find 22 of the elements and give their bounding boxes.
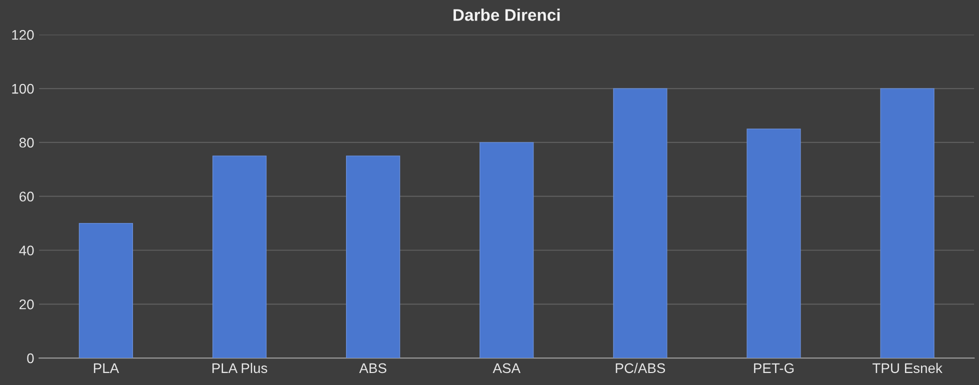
y-tick-label: 60 xyxy=(20,192,34,202)
bar xyxy=(480,142,534,358)
x-tick-label: PLA xyxy=(94,363,120,373)
y-tick-label: 120 xyxy=(12,30,34,40)
x-tick-label: TPU Esnek xyxy=(872,362,942,374)
bar xyxy=(880,88,934,358)
bar xyxy=(746,128,801,358)
y-tick-label: 40 xyxy=(19,246,34,256)
x-tick-label: ASA xyxy=(492,363,520,374)
bar xyxy=(212,156,267,358)
x-tick-label: ABS xyxy=(359,363,386,374)
chart-title: Darbe Direnci xyxy=(454,8,560,21)
y-tick-label: 100 xyxy=(12,84,34,94)
bar xyxy=(78,222,134,358)
x-tick-label: PLA Plus xyxy=(212,362,268,374)
bar xyxy=(346,156,400,358)
y-tick-label: 80 xyxy=(19,138,34,148)
y-tick-label: 0 xyxy=(27,353,34,364)
x-tick-label: PET-G xyxy=(754,363,794,374)
bar xyxy=(613,88,668,358)
y-tick-label: 20 xyxy=(20,299,34,310)
x-tick-label: PC/ABS xyxy=(616,362,666,374)
